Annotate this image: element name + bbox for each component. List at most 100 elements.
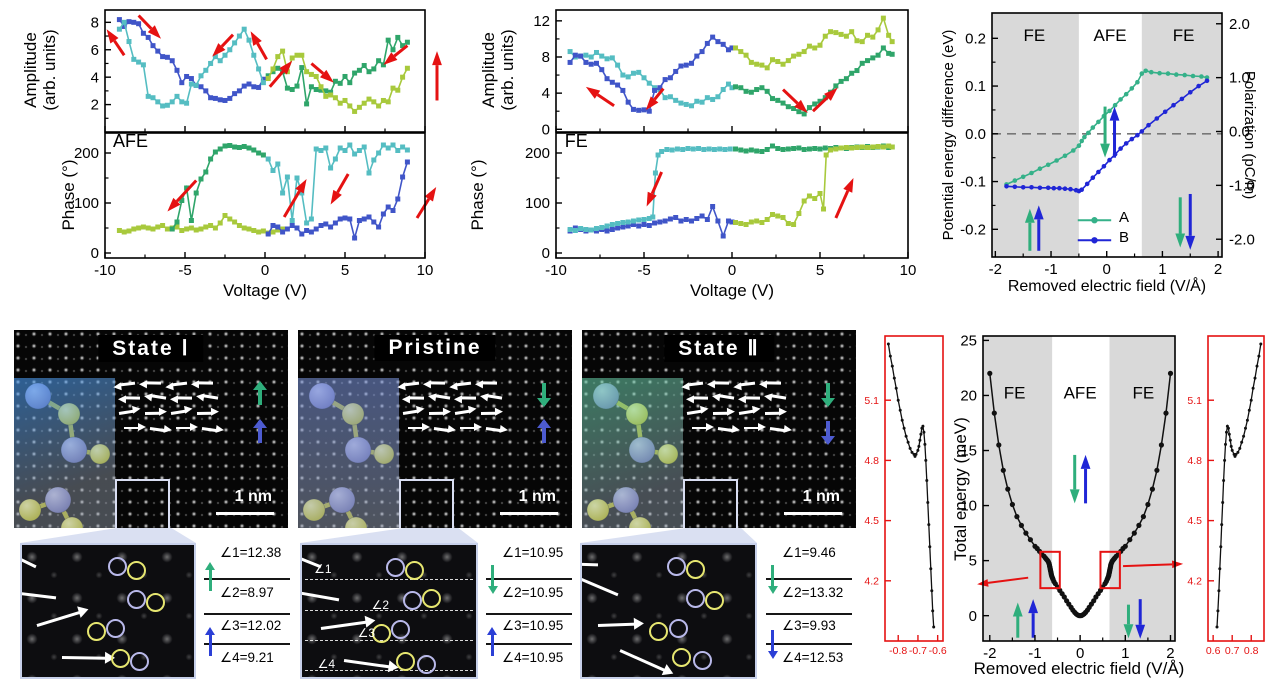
blue-polarization-arrow <box>825 421 830 444</box>
white-arrow-icon <box>125 396 141 400</box>
white-arrow-icon <box>171 409 187 415</box>
atom-circle-marker <box>111 649 131 669</box>
svg-text:10: 10 <box>960 498 977 515</box>
displacement-arrow-icon <box>582 573 619 596</box>
svg-text:2: 2 <box>1214 261 1222 278</box>
atom-circle-marker <box>666 556 686 576</box>
angle-value: ∠4=9.21 <box>220 650 274 665</box>
white-arrow-icon <box>408 423 431 431</box>
svg-text:4.5: 4.5 <box>864 515 879 527</box>
svg-text:0.8: 0.8 <box>1244 645 1259 657</box>
svg-text:0: 0 <box>1076 645 1084 662</box>
svg-text:0: 0 <box>261 262 269 279</box>
panel-title: State Ⅱ <box>664 335 774 362</box>
angle-label: ∠2 <box>371 597 390 612</box>
svg-text:0: 0 <box>728 262 736 279</box>
displacement-arrow-icon <box>36 610 83 628</box>
white-arrow-icon <box>739 409 755 415</box>
svg-text:-1: -1 <box>1044 261 1057 278</box>
svg-text:B: B <box>1119 229 1129 246</box>
white-arrow-icon <box>718 426 734 432</box>
atom-circle-marker <box>416 654 436 674</box>
white-arrow-icon <box>151 394 167 400</box>
white-arrow-icon <box>409 396 425 400</box>
white-arrow-icon <box>692 423 715 431</box>
svg-text:-0.6: -0.6 <box>929 645 947 657</box>
svg-text:0.1: 0.1 <box>965 78 986 95</box>
divider-line <box>766 643 852 645</box>
svg-text:4.8: 4.8 <box>1187 455 1202 467</box>
white-arrow-icon <box>486 426 502 432</box>
white-arrow-icon <box>719 394 735 400</box>
svg-text:-0.8: -0.8 <box>889 645 907 657</box>
model-overlay-pristine <box>298 377 400 528</box>
green-arrow-icon <box>771 565 774 591</box>
angle-value: ∠3=10.95 <box>502 618 564 633</box>
stem-zoom-state1 <box>20 543 196 679</box>
svg-text:0: 0 <box>1103 261 1111 278</box>
atom-circle-marker <box>402 591 422 611</box>
white-arrow-icon <box>765 411 781 415</box>
angle-value: ∠2=8.97 <box>220 585 274 600</box>
svg-text:2: 2 <box>1166 645 1174 662</box>
svg-text:20: 20 <box>960 388 977 405</box>
row-guide-line <box>305 640 473 642</box>
displacement-arrow-icon <box>619 649 667 673</box>
white-arrow-icon <box>177 396 193 400</box>
svg-text:10: 10 <box>417 262 434 279</box>
zoom-inset-right-chart: 0.6 0.7 0.8 4.2 4.5 4.8 5.1 <box>1187 335 1265 657</box>
white-arrow-icon <box>203 394 219 400</box>
fe-xlabel: Voltage (V) <box>689 281 775 300</box>
white-arrow-icon <box>770 426 786 432</box>
svg-text:25: 25 <box>960 333 977 350</box>
zoom-region-box <box>683 478 739 528</box>
divider-line <box>766 578 852 580</box>
atom-circle-marker <box>422 588 442 608</box>
polarization-arrow-grid <box>399 380 531 451</box>
energy-diff-xlabel: Removed electric field (V/Å) <box>1007 278 1207 295</box>
white-arrow-icon <box>172 381 188 386</box>
angle-value: ∠3=12.02 <box>220 618 282 633</box>
svg-text:1.0: 1.0 <box>1229 70 1250 87</box>
white-arrow-icon <box>487 394 503 400</box>
svg-text:200: 200 <box>74 145 99 162</box>
svg-text:-1.0: -1.0 <box>1229 177 1255 194</box>
blue-arrow-icon <box>487 627 498 656</box>
white-arrow-icon <box>687 409 703 415</box>
white-arrow-icon <box>202 426 218 432</box>
svg-text:5: 5 <box>969 553 977 570</box>
white-arrow-icon <box>430 381 446 385</box>
white-arrow-icon <box>145 411 161 415</box>
svg-text:8: 8 <box>91 14 99 31</box>
displacement-arrow-icon <box>597 622 636 628</box>
atom-circle-marker <box>106 618 126 638</box>
stem-image-state1: State Ⅰ 1 nm <box>14 330 288 528</box>
svg-text:FE: FE <box>1023 26 1045 45</box>
white-arrow-icon <box>404 381 420 386</box>
white-arrow-icon <box>150 426 166 432</box>
svg-text:0.6: 0.6 <box>1206 645 1221 657</box>
scalebar-label: 1 nm <box>802 488 840 505</box>
svg-text:0: 0 <box>91 245 99 262</box>
blue-arrow-icon <box>205 627 216 656</box>
afe-amp-ylabel: Amplitude (arb. units) <box>19 0 61 145</box>
white-arrow-icon <box>481 411 497 415</box>
ylabel-line2: (arb. units) <box>498 29 517 111</box>
blue-arrow-icon <box>771 630 774 656</box>
energy-difference-chart: -2 -1 0 1 2 -0.2 -0.1 0.0 0.1 0.2 -2.0 -1.0 0.0 1.0 2.… <box>960 12 1255 278</box>
white-arrow-icon <box>714 381 730 385</box>
svg-text:0.7: 0.7 <box>1225 645 1240 657</box>
displacement-arrow-icon <box>22 545 37 569</box>
svg-text:5: 5 <box>816 262 824 279</box>
white-arrow-icon <box>456 381 472 386</box>
svg-text:100: 100 <box>74 195 99 212</box>
scalebar-label: 1 nm <box>518 488 556 505</box>
svg-text:4.8: 4.8 <box>864 455 879 467</box>
svg-text:8: 8 <box>542 49 550 66</box>
white-arrow-icon <box>146 381 162 385</box>
white-arrow-icon <box>455 409 471 415</box>
atom-circle-marker <box>145 592 165 612</box>
white-arrow-icon <box>688 381 704 386</box>
svg-text:-0.2: -0.2 <box>960 221 986 238</box>
